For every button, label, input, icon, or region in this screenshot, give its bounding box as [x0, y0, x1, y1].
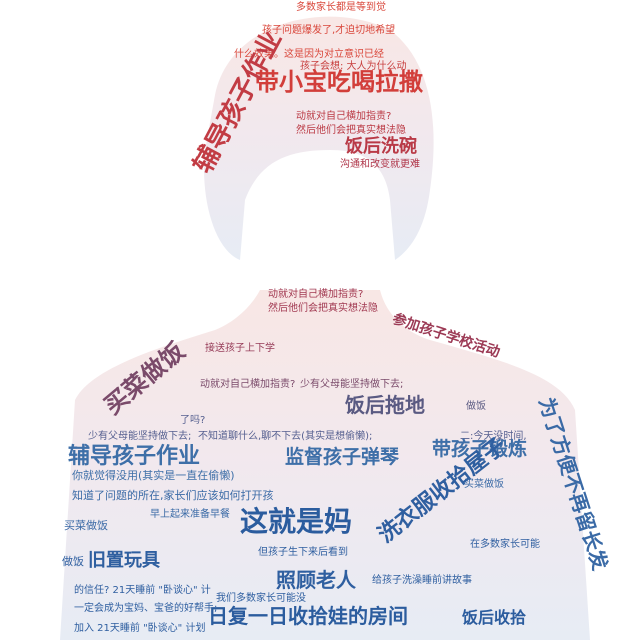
word-09: 这就是妈 — [240, 505, 353, 538]
word-30b: 少有父母能坚持做下去; — [88, 431, 192, 442]
word-22: 什么效果。这是因为对立意识已经 — [234, 49, 384, 60]
word-13: 饭后收拾 — [462, 608, 527, 627]
word-07: 带孩子锻炼 — [432, 438, 528, 460]
word-33: 给孩子洗澡睡前讲故事 — [372, 575, 472, 586]
word-39: 在多数家长可能 — [470, 539, 540, 550]
word-26: 你就觉得没用(其实是一直在偷懒) — [72, 469, 235, 482]
word-18: 动就对自己横加指责? — [296, 111, 392, 122]
word-03: 饭后洗碗 — [345, 136, 417, 157]
word-30: 少有父母能坚持做下去; — [300, 379, 404, 390]
word-15: 旧置玩具 — [88, 550, 160, 571]
word-37b: 买菜做饭 — [64, 519, 108, 532]
word-19b: 然后他们会把真实想法隐 — [268, 303, 378, 314]
word-32: 二:今天没时间, — [460, 431, 527, 442]
word-24: 沟通和改变就更难 — [340, 159, 420, 170]
word-37: 买菜做饭 — [464, 479, 504, 490]
word-35: 我们多数家长可能没 — [216, 593, 306, 604]
word-19: 然后他们会把真实想法隐 — [296, 125, 406, 136]
word-20: 多数家长都是等到觉 — [296, 2, 386, 13]
word-21: 孩子问题爆发了,才迫切地希望 — [262, 25, 396, 36]
word-29: 的信任? 21天睡前 "卧谈心" 计 — [74, 585, 211, 596]
word-40: 了吗? — [180, 415, 206, 426]
word-34: 但孩子生下来后看到 — [258, 547, 348, 558]
word-27: 一定会成为宝妈、宝爸的好帮手; — [74, 603, 218, 614]
word-06: 监督孩子弹琴 — [285, 446, 400, 468]
word-36: 做饭 — [466, 401, 486, 412]
word-18b: 动就对自己横加指责? — [268, 289, 364, 300]
word-14: 饭后拖地 — [345, 393, 425, 417]
word-11: 照顾老人 — [276, 568, 356, 592]
word-05: 辅导孩子作业 — [68, 444, 201, 469]
word-36b: 做饭 — [62, 555, 84, 568]
word-12: 日复一日收拾娃的房间 — [208, 604, 408, 628]
word-28: 加入 21天睡前 "卧谈心" 计划 — [74, 623, 206, 634]
word-25: 知道了问题的所在,家长们应该如何打开孩 — [72, 489, 274, 502]
word-23: 孩子会想: 大人为什么动 — [300, 61, 407, 72]
word-18c: 动就对自己横加指责? — [200, 379, 296, 390]
word-31: 不知道聊什么,聊不下去(其实是想偷懒); — [198, 431, 373, 442]
word-17: 接送孩子上下学 — [205, 343, 275, 354]
word-01: 带小宝吃喝拉撒 — [255, 68, 423, 96]
word-38: 早上起来准备早餐 — [150, 509, 230, 520]
